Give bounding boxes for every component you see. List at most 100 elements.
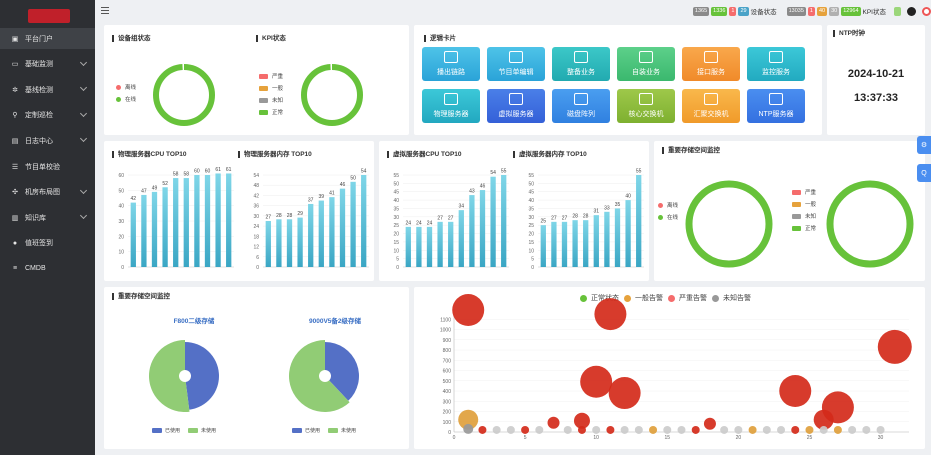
bar[interactable] [593,215,599,267]
bar[interactable] [625,200,631,267]
bar[interactable] [551,221,557,267]
bar[interactable] [141,194,147,267]
scatter-point[interactable] [777,425,786,434]
logic-card-12[interactable]: NTP服务器 [747,89,805,123]
bar[interactable] [318,200,324,267]
legend-item[interactable]: 未知 [259,96,283,104]
scatter-point[interactable] [877,329,912,364]
bar[interactable] [448,221,454,267]
scatter-point[interactable] [463,423,474,434]
bar[interactable] [614,208,621,267]
legend-item[interactable]: 在线 [116,95,136,103]
bar[interactable] [561,221,568,267]
logic-card-5[interactable]: 接口服务 [682,47,740,81]
bar[interactable] [276,219,282,267]
scatter-point[interactable] [805,425,814,434]
pie-slice-used[interactable] [185,342,220,410]
scatter-point[interactable] [521,425,530,434]
bar[interactable] [265,221,271,267]
scatter-point[interactable] [452,294,485,327]
scatter-point[interactable] [620,425,629,434]
bar[interactable] [215,173,221,267]
status-count-badge[interactable]: 1 [807,6,815,16]
scatter-point[interactable] [833,425,842,434]
bar[interactable] [194,175,200,267]
status-count-badge[interactable]: 1365 [692,6,710,16]
scatter-point[interactable] [492,425,501,434]
sidebar-item-3[interactable]: ✲ 基线检测 [0,79,95,100]
status-count-badge[interactable]: 30 [829,6,840,16]
bar[interactable] [151,191,158,267]
scatter-point[interactable] [547,416,560,429]
sidebar-item-10[interactable]: ≡ CMDB [0,258,95,279]
alarm-bell-icon[interactable] [894,6,901,16]
sidebar-item-9[interactable]: ● 值班签到 [0,233,95,254]
scatter-point[interactable] [506,425,515,434]
sidebar-item-5[interactable]: ▤ 日志中心 [0,130,95,151]
bar[interactable] [479,190,486,267]
logic-card-1[interactable]: 播出链路 [422,47,480,81]
bar[interactable] [339,188,346,267]
legend-item[interactable]: 严重 [792,188,816,196]
bar[interactable] [405,226,411,267]
bar[interactable] [183,178,189,267]
sidebar-item-4[interactable]: ⚲ 定制巡检 [0,105,95,126]
status-count-badge[interactable]: 1336 [711,6,728,16]
legend-item[interactable]: 离线 [658,201,678,209]
sidebar-item-7[interactable]: ✣ 机房布局图 [0,182,95,203]
bar[interactable] [130,202,136,267]
bar[interactable] [490,176,496,267]
scatter-point[interactable] [720,425,729,434]
scatter-point[interactable] [649,425,658,434]
scatter-point[interactable] [691,425,700,434]
bar[interactable] [297,217,303,267]
bar[interactable] [204,175,211,267]
scatter-point[interactable] [876,425,885,434]
scatter-point[interactable] [563,425,572,434]
scatter-point[interactable] [779,375,812,407]
bar[interactable] [173,178,179,267]
scatter-point[interactable] [819,425,828,434]
float-settings-button[interactable]: ⚙ [917,136,931,154]
theme-toggle-icon[interactable] [907,6,916,16]
scatter-point[interactable] [580,365,613,398]
settings-icon[interactable] [922,6,931,16]
sidebar-item-6[interactable]: ☰ 节目单校验 [0,156,95,177]
bar[interactable] [501,175,507,267]
legend-item[interactable]: 正常 [792,224,816,232]
scatter-point[interactable] [748,425,757,434]
scatter-point[interactable] [634,425,643,434]
logic-card-4[interactable]: 自装业务 [617,47,675,81]
legend-label[interactable]: 已使用 [305,427,320,434]
scatter-point[interactable] [478,425,487,434]
scatter-point[interactable] [663,425,672,434]
bar[interactable] [361,175,367,267]
bar[interactable] [572,220,578,267]
scatter-point[interactable] [592,425,601,434]
legend-item[interactable]: 在线 [658,213,678,221]
scatter-legend-item[interactable]: 正常状态 [580,293,619,303]
bar[interactable] [426,226,433,267]
bar[interactable] [286,219,293,267]
logo[interactable] [28,9,70,23]
logic-card-6[interactable]: 监控服务 [747,47,805,81]
scatter-legend-item[interactable]: 未知告警 [712,293,751,303]
sidebar-item-2[interactable]: ▭ 基础监测 [0,54,95,75]
scatter-point[interactable] [577,425,586,434]
menu-toggle-icon[interactable] [101,7,109,14]
bar[interactable] [350,181,356,267]
scatter-point[interactable] [791,425,800,434]
scatter-point[interactable] [862,425,871,434]
scatter-point[interactable] [606,425,615,434]
scatter-point[interactable] [458,409,479,430]
status-count-badge[interactable]: 1 [729,6,737,16]
status-count-badge[interactable]: 12964 [841,6,861,16]
scatter-legend-item[interactable]: 一般告警 [624,293,663,303]
bar[interactable] [540,225,546,267]
bar[interactable] [437,221,443,267]
bar[interactable] [583,220,589,267]
legend-item[interactable]: 严重 [259,72,283,80]
logic-card-7[interactable]: 物理服务器 [422,89,480,123]
legend-item[interactable]: 一般 [259,84,283,92]
legend-item[interactable]: 离线 [116,83,136,91]
